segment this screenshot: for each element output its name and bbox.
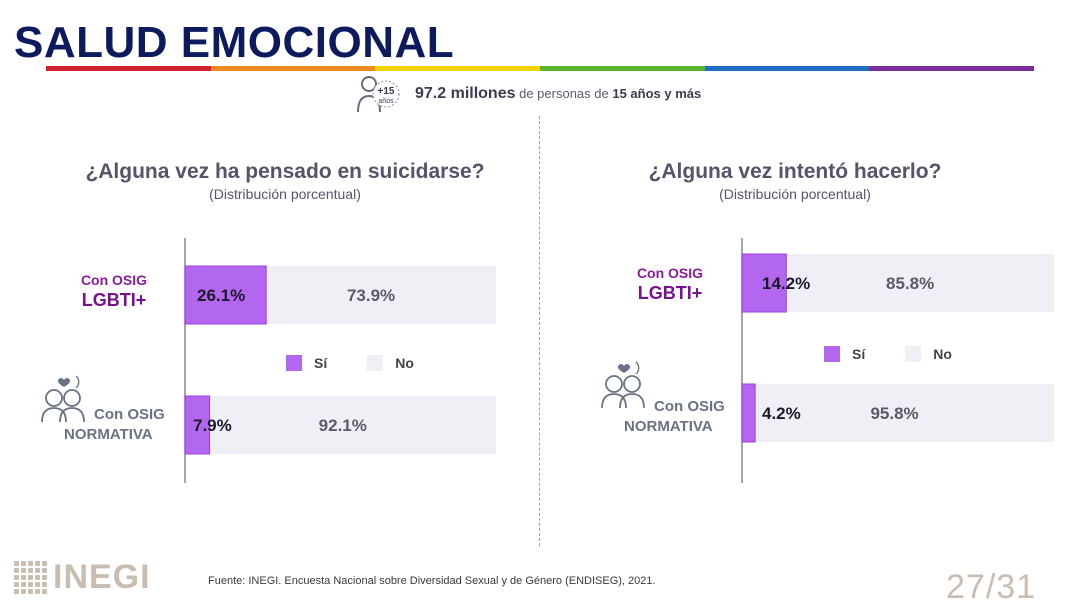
chart2-label-no-1: 95.8% bbox=[870, 404, 918, 423]
legend-yes: Sí bbox=[286, 355, 327, 371]
chart1-svg: 26.1% 73.9% 7.9% 92.1% bbox=[184, 238, 496, 483]
rainbow-divider bbox=[46, 66, 1035, 71]
legend-yes-label: Sí bbox=[852, 346, 866, 362]
couple-icon bbox=[601, 361, 645, 409]
chart1-bar-yes-1 bbox=[184, 395, 211, 455]
logo-dot bbox=[28, 568, 33, 573]
legend-no-swatch bbox=[367, 355, 384, 371]
chart2-title: ¿Alguna vez intentó hacerlo? bbox=[648, 160, 942, 183]
legend-no-swatch bbox=[905, 346, 922, 362]
logo-dot bbox=[28, 589, 33, 594]
logo-dot bbox=[35, 575, 40, 580]
chart1: 26.1% 73.9% 7.9% 92.1% bbox=[184, 238, 497, 483]
page-number: 27/31 bbox=[946, 568, 1037, 606]
chart2-label-yes-0: 14.2% bbox=[762, 274, 810, 293]
inegi-logo-text: INEGI bbox=[53, 558, 151, 596]
rainbow-segment bbox=[46, 66, 211, 71]
logo-dot bbox=[35, 568, 40, 573]
chart2-label-yes-1: 4.2% bbox=[762, 404, 801, 423]
population-age: 15 años y más bbox=[612, 86, 702, 101]
logo-dot bbox=[35, 589, 40, 594]
chart1-legend: Sí No bbox=[286, 355, 454, 371]
logo-dot bbox=[21, 582, 26, 587]
chart1-label-yes-1: 7.9% bbox=[193, 416, 232, 435]
inegi-logo: INEGI bbox=[14, 558, 151, 597]
chart1-bar-yes-0 bbox=[184, 265, 267, 325]
legend-yes: Sí bbox=[824, 346, 865, 362]
logo-dot bbox=[35, 561, 40, 566]
rainbow-segment bbox=[869, 66, 1035, 71]
logo-dot bbox=[28, 561, 33, 566]
legend-yes-swatch bbox=[824, 346, 840, 362]
couple-icon bbox=[41, 375, 85, 423]
chart1-subtitle: (Distribución porcentual) bbox=[209, 186, 361, 202]
chart1-label-lgbti: Con OSIG LGBTI+ bbox=[62, 272, 166, 311]
logo-dot bbox=[14, 568, 19, 573]
logo-dot bbox=[42, 582, 47, 587]
chart1-bar-no-1 bbox=[209, 396, 496, 454]
chart2-subtitle: (Distribución porcentual) bbox=[719, 186, 871, 202]
logo-dot bbox=[35, 582, 40, 587]
inegi-logo-mark bbox=[14, 561, 47, 594]
rainbow-segment bbox=[210, 66, 376, 71]
chart1-label-yes-0: 26.1% bbox=[197, 286, 245, 305]
chart1-bar-no-0 bbox=[266, 266, 496, 324]
chart2-label-lgbti-line2: LGBTI+ bbox=[637, 283, 703, 303]
chart1-label-lgbti-line1: Con OSIG bbox=[80, 272, 148, 288]
person-age-icon: +15 años bbox=[357, 76, 400, 113]
rainbow-segment bbox=[704, 66, 870, 71]
logo-dot bbox=[21, 568, 26, 573]
logo-dot bbox=[21, 561, 26, 566]
chart1-title: ¿Alguna vez ha pensado en suicidarse? bbox=[85, 160, 485, 183]
chart2-label-no-0: 85.8% bbox=[886, 274, 934, 293]
legend-yes-label: Sí bbox=[314, 355, 328, 371]
chart2: 14.2% 85.8% 4.2% 95.8% bbox=[741, 238, 1056, 483]
population-text-mid: de personas de bbox=[515, 86, 613, 101]
chart1-label-normativa-line2: NORMATIVA bbox=[64, 426, 153, 443]
population-text: 97.2 millones de personas de 15 años y m… bbox=[415, 85, 701, 103]
population-value: 97.2 millones bbox=[415, 85, 516, 102]
age-badge: +15 bbox=[378, 86, 395, 97]
chart2-bar-yes-1 bbox=[741, 383, 756, 443]
rainbow-segment bbox=[540, 66, 705, 71]
center-divider bbox=[539, 116, 540, 546]
logo-dot bbox=[42, 568, 47, 573]
source-note: Fuente: INEGI. Encuesta Nacional sobre D… bbox=[208, 575, 656, 587]
legend-no: No bbox=[367, 355, 414, 371]
rainbow-segment bbox=[375, 66, 541, 71]
chart2-label-normativa-line2: NORMATIVA bbox=[624, 418, 713, 435]
logo-dot bbox=[42, 589, 47, 594]
chart2-label-normativa-line1: Con OSIG bbox=[654, 398, 725, 415]
chart2-label-lgbti-line1: Con OSIG bbox=[636, 265, 704, 281]
logo-dot bbox=[42, 561, 47, 566]
logo-dot bbox=[28, 575, 33, 580]
logo-dot bbox=[21, 575, 26, 580]
logo-dot bbox=[42, 575, 47, 580]
chart2-svg: 14.2% 85.8% 4.2% 95.8% bbox=[741, 238, 1054, 483]
chart2-label-lgbti: Con OSIG LGBTI+ bbox=[618, 265, 722, 304]
chart1-label-no-1: 92.1% bbox=[319, 416, 367, 435]
age-badge-sub: años bbox=[378, 98, 394, 105]
chart1-label-normativa-line1: Con OSIG bbox=[94, 406, 165, 423]
logo-dot bbox=[14, 561, 19, 566]
legend-yes-swatch bbox=[286, 355, 302, 371]
chart2-bar-no-0 bbox=[786, 254, 1054, 312]
legend-no-label: No bbox=[933, 346, 952, 362]
chart2-bar-yes-0 bbox=[741, 253, 787, 313]
logo-dot bbox=[21, 589, 26, 594]
logo-dot bbox=[14, 582, 19, 587]
legend-no: No bbox=[905, 346, 952, 362]
chart1-label-no-0: 73.9% bbox=[347, 286, 395, 305]
slide-title: SALUD EMOCIONAL bbox=[14, 18, 455, 67]
chart1-label-lgbti-line2: LGBTI+ bbox=[81, 290, 147, 310]
logo-dot bbox=[14, 589, 19, 594]
legend-no-label: No bbox=[395, 355, 414, 371]
chart2-bar-no-1 bbox=[755, 384, 1054, 442]
population-banner: +15 años 97.2 millones de personas de 15… bbox=[355, 74, 701, 114]
logo-dot bbox=[14, 575, 19, 580]
logo-dot bbox=[28, 582, 33, 587]
chart2-legend: Sí No bbox=[824, 346, 992, 362]
